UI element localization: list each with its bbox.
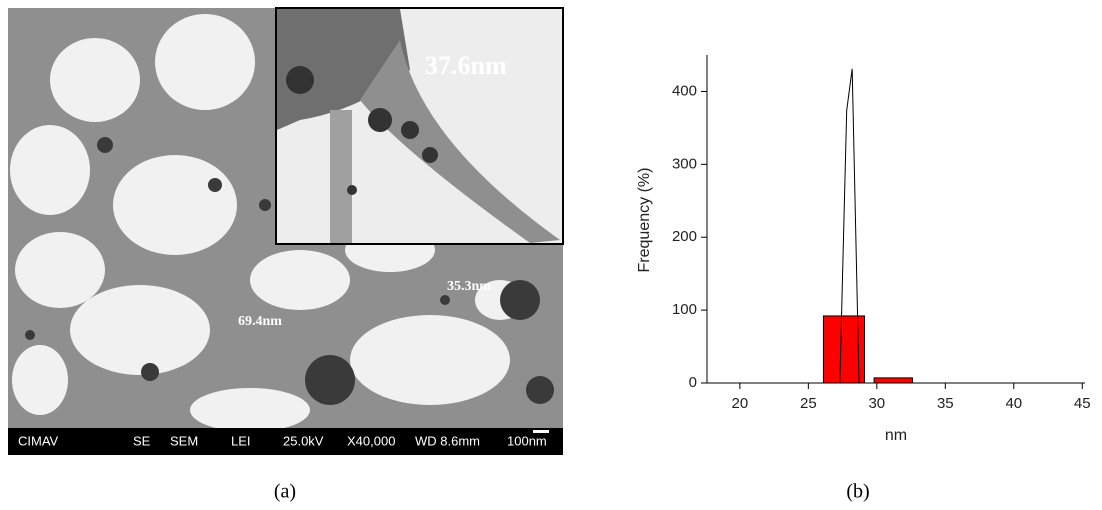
measurement-label: 35.3nm: [447, 279, 491, 294]
sem-image: [8, 7, 564, 455]
x-tick-label: 40: [1005, 395, 1022, 412]
y-tick-label: 100: [672, 301, 697, 318]
info-bar-text: CIMAV: [18, 433, 59, 448]
x-tick-label: 45: [1074, 395, 1091, 412]
info-bar-text: SEM: [170, 433, 198, 448]
info-bar-text: LEI: [231, 433, 251, 448]
x-tick-label: 30: [868, 395, 885, 412]
distribution-line: [726, 68, 1083, 384]
x-tick-label: 35: [937, 395, 954, 412]
info-bar-text: WD 8.6mm: [415, 433, 480, 448]
info-bar-text: SE: [133, 433, 151, 448]
bar: [873, 377, 913, 384]
y-axis-title: Frequency (%): [636, 168, 653, 273]
info-bar-text: 100nm: [507, 433, 547, 448]
x-tick-label: 25: [800, 395, 817, 412]
measurement-label: 69.4nm: [238, 314, 282, 329]
info-bar-text: 25.0kV: [283, 433, 324, 448]
panel-caption: (a): [274, 481, 296, 503]
y-tick-label: 0: [689, 374, 697, 391]
info-bar-text: X40,000: [347, 433, 395, 448]
y-tick-label: 400: [672, 82, 697, 99]
x-tick-label: 20: [732, 395, 749, 412]
x-axis-title: nm: [885, 427, 907, 444]
y-tick-label: 200: [672, 228, 697, 245]
measurement-label: 37.6nm: [425, 51, 507, 80]
y-tick-label: 300: [672, 155, 697, 172]
panel-caption: (b): [846, 481, 869, 503]
